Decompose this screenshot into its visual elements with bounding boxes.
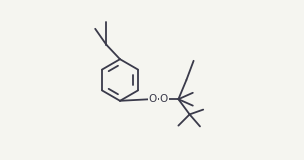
Text: O: O (160, 94, 168, 104)
Text: O: O (149, 94, 157, 104)
